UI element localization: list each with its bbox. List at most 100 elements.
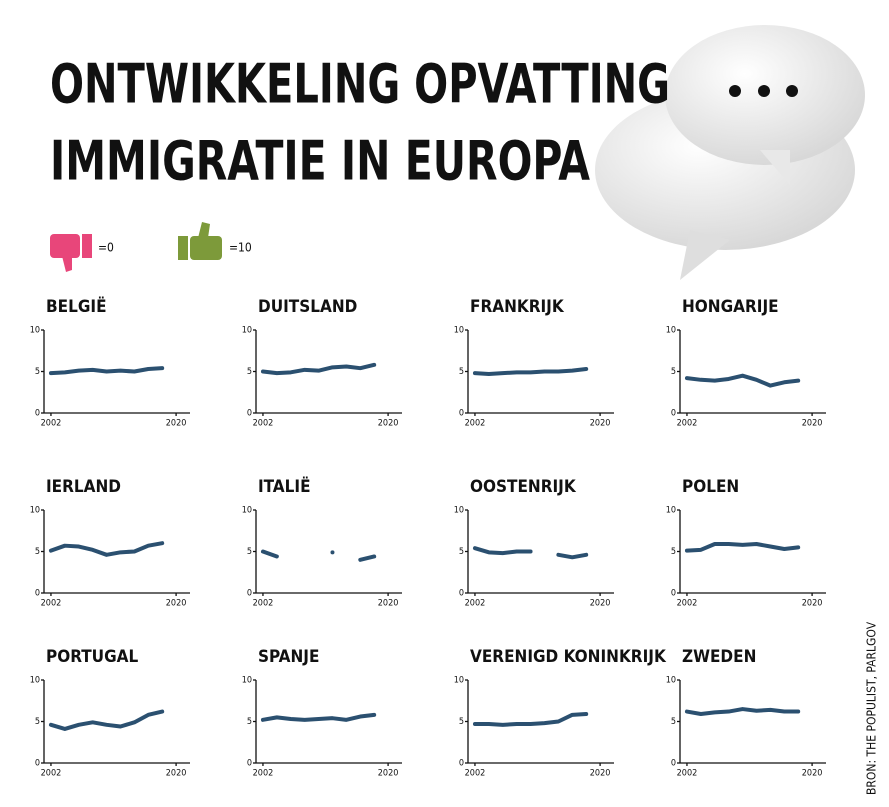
y-tick-label: 10 [666, 676, 676, 686]
x-tick-label: 2002 [677, 419, 698, 429]
data-line [684, 373, 801, 388]
data-line [48, 366, 165, 376]
data-line [260, 362, 377, 376]
chart-title: BELGIË [46, 295, 107, 317]
x-tick-label: 2020 [378, 599, 399, 609]
y-tick-label: 10 [666, 326, 676, 336]
small-chart: PORTUGAL 0 5 10 2002 2020 [30, 647, 190, 779]
speech-bubbles [595, 25, 865, 280]
y-tick-label: 10 [30, 676, 40, 686]
y-tick-label: 5 [35, 547, 40, 557]
x-tick-label: 2002 [465, 419, 486, 429]
y-tick-label: 5 [459, 717, 464, 727]
data-line [472, 546, 589, 560]
x-tick-label: 2020 [166, 769, 187, 779]
source: BRON: THE POPULIST, PARLGOV [865, 621, 879, 795]
legend-label: =0 [98, 241, 114, 255]
x-tick-label: 2002 [677, 599, 698, 609]
y-tick-label: 10 [30, 506, 40, 516]
thumbs-down-icon [50, 234, 92, 272]
x-tick-label: 2020 [802, 419, 823, 429]
x-tick-label: 2002 [465, 599, 486, 609]
y-tick-label: 0 [35, 409, 40, 419]
small-chart: POLEN 0 5 10 2002 2020 [666, 477, 826, 609]
chart-title: DUITSLAND [258, 297, 357, 317]
legend-label: =10 [229, 241, 252, 255]
y-tick-label: 10 [242, 506, 252, 516]
small-chart: ZWEDEN 0 5 10 2002 2020 [666, 647, 826, 779]
x-tick-label: 2020 [166, 419, 187, 429]
y-tick-label: 0 [35, 759, 40, 769]
y-tick-label: 10 [30, 326, 40, 336]
y-tick-label: 0 [459, 409, 464, 419]
x-tick-label: 2020 [590, 769, 611, 779]
y-tick-label: 5 [247, 547, 252, 557]
x-tick-label: 2020 [590, 419, 611, 429]
chart-title: FRANKRIJK [470, 297, 565, 317]
data-line [48, 709, 165, 731]
y-tick-label: 5 [459, 547, 464, 557]
chart-title: VERENIGD KONINKRIJK [470, 647, 667, 667]
x-tick-label: 2020 [378, 419, 399, 429]
y-tick-label: 0 [247, 759, 252, 769]
title-line: IMMIGRATIE IN EUROPA [50, 130, 590, 193]
x-tick-label: 2002 [465, 769, 486, 779]
x-tick-label: 2020 [166, 599, 187, 609]
x-tick-label: 2002 [41, 769, 62, 779]
y-tick-label: 0 [671, 759, 676, 769]
y-tick-label: 5 [671, 547, 676, 557]
x-tick-label: 2002 [253, 419, 274, 429]
small-chart: IERLAND 0 5 10 2002 2020 [30, 477, 190, 609]
y-tick-label: 10 [242, 676, 252, 686]
x-tick-label: 2002 [253, 769, 274, 779]
x-tick-label: 2002 [41, 419, 62, 429]
small-chart: ITALIË 0 5 10 2002 2020 [242, 475, 402, 609]
y-tick-label: 0 [35, 589, 40, 599]
x-tick-label: 2002 [253, 599, 274, 609]
y-tick-label: 0 [671, 409, 676, 419]
x-tick-label: 2020 [802, 769, 823, 779]
data-line [260, 549, 377, 562]
chart-title: SPANJE [258, 647, 319, 667]
y-tick-label: 10 [454, 676, 464, 686]
small-chart: HONGARIJE 0 5 10 2002 2020 [666, 297, 826, 429]
small-chart: BELGIË 0 5 10 2002 2020 [30, 295, 190, 429]
data-line [684, 542, 801, 553]
y-tick-label: 10 [242, 326, 252, 336]
data-line [684, 707, 801, 717]
title-line: ONTWIKKELING OPVATTING [50, 53, 670, 116]
y-tick-label: 0 [247, 589, 252, 599]
data-line [260, 712, 377, 722]
y-tick-label: 0 [459, 759, 464, 769]
data-line [472, 712, 589, 727]
thumbs-up-icon [178, 222, 222, 260]
chart-title: POLEN [682, 477, 739, 497]
small-chart: FRANKRIJK 0 5 10 2002 2020 [454, 297, 614, 429]
y-tick-label: 0 [247, 409, 252, 419]
y-tick-label: 5 [671, 367, 676, 377]
data-line [472, 367, 589, 376]
chart-title: IERLAND [46, 477, 121, 497]
y-tick-label: 5 [35, 717, 40, 727]
y-tick-label: 10 [454, 326, 464, 336]
chart-title: PORTUGAL [46, 647, 138, 667]
y-tick-label: 10 [454, 506, 464, 516]
chart-title: OOSTENRIJK [470, 477, 577, 497]
small-chart: VERENIGD KONINKRIJK 0 5 10 2002 2020 [454, 647, 667, 779]
small-chart: OOSTENRIJK 0 5 10 2002 2020 [454, 477, 614, 609]
small-chart: SPANJE 0 5 10 2002 2020 [242, 647, 402, 779]
y-tick-label: 0 [459, 589, 464, 599]
y-tick-label: 0 [671, 589, 676, 599]
chart-title: ITALIË [258, 475, 311, 497]
y-tick-label: 5 [671, 717, 676, 727]
y-tick-label: 5 [247, 367, 252, 377]
y-tick-label: 5 [35, 367, 40, 377]
x-tick-label: 2002 [41, 599, 62, 609]
small-chart: DUITSLAND 0 5 10 2002 2020 [242, 297, 402, 429]
chart-title: ZWEDEN [682, 647, 756, 667]
chart-title: HONGARIJE [682, 297, 779, 317]
data-line [48, 541, 165, 557]
x-tick-label: 2020 [590, 599, 611, 609]
y-tick-label: 10 [666, 506, 676, 516]
